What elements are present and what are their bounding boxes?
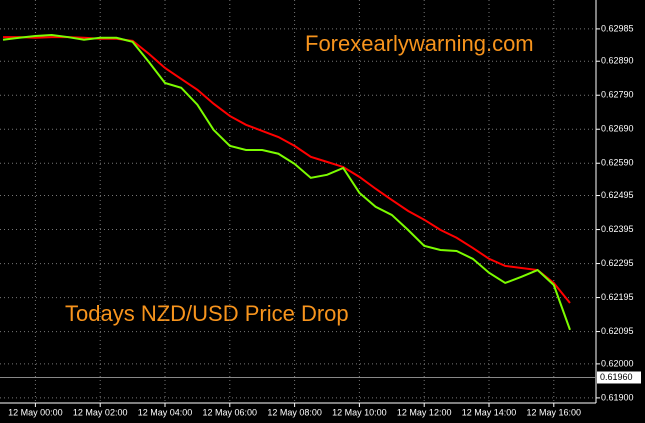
x-tick-label: 12 May 14:00 xyxy=(462,407,517,417)
y-tick-label: 0.62790 xyxy=(601,90,634,100)
line xyxy=(2,34,571,331)
x-tick-label: 12 May 16:00 xyxy=(527,407,582,417)
y-tick-label: 0.62590 xyxy=(601,158,634,168)
annotation: Todays NZD/USD Price Drop xyxy=(65,301,349,326)
last-price-box xyxy=(597,371,641,384)
y-tick-label: 0.62890 xyxy=(601,56,634,66)
x-tick-label: 12 May 04:00 xyxy=(138,407,193,417)
y-tick-label: 0.62000 xyxy=(601,358,634,368)
x-tick-label: 12 May 08:00 xyxy=(267,407,322,417)
annotation: Forexearlywarning.com xyxy=(305,31,534,56)
y-tick-label: 0.62295 xyxy=(601,258,634,268)
y-tick-label: 0.62690 xyxy=(601,124,634,134)
x-tick-label: 12 May 12:00 xyxy=(397,407,452,417)
y-tick-label: 0.61900 xyxy=(601,392,634,402)
y-tick-label: 0.62395 xyxy=(601,224,634,234)
x-tick-label: 12 May 06:00 xyxy=(203,407,258,417)
x-tick-label: 12 May 02:00 xyxy=(73,407,128,417)
y-tick-label: 0.62985 xyxy=(601,23,634,33)
last-price-label: 0.61960 xyxy=(600,372,633,382)
y-tick-label: 0.62195 xyxy=(601,292,634,302)
y-tick-label: 0.62495 xyxy=(601,190,634,200)
x-tick-label: 12 May 00:00 xyxy=(8,407,63,417)
x-tick-label: 12 May 10:00 xyxy=(332,407,387,417)
y-tick-label: 0.62095 xyxy=(601,326,634,336)
